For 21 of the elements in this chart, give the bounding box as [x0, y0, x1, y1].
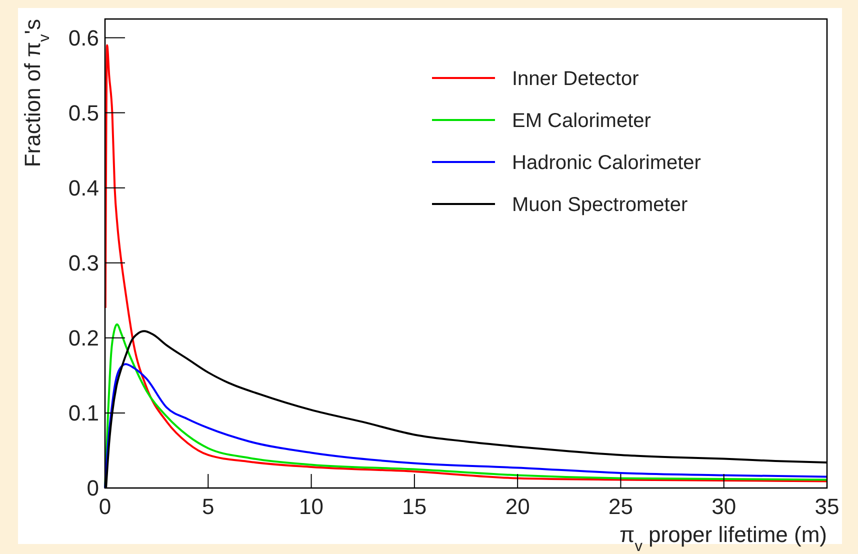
y-tick-label: 0.3	[68, 250, 99, 276]
y-tick-label: 0	[86, 476, 99, 500]
legend-label: Inner Detector	[512, 68, 640, 90]
line-series	[104, 44, 828, 482]
y-tick-label: 0.4	[68, 175, 99, 200]
x-tick-label: 30	[712, 494, 736, 519]
legend-label: Hadronic Calorimeter	[512, 152, 702, 174]
x-axis-title: π$_{v}$ proper lifetime (m)	[620, 522, 827, 554]
y-tick-label: 0.6	[68, 25, 99, 50]
legend-label: Muon Spectrometer	[512, 194, 688, 216]
x-tick-label: 15	[402, 494, 427, 519]
x-tick-label: 10	[299, 494, 324, 519]
legend-label: EM Calorimeter	[512, 110, 652, 132]
line-series	[104, 363, 828, 489]
x-tick-label: 25	[608, 494, 633, 519]
x-tick-label: 35	[814, 494, 840, 519]
x-tick-label: 20	[505, 494, 530, 519]
x-tick-label: 5	[202, 494, 214, 519]
y-tick-label: 0.1	[68, 400, 99, 426]
y-tick-label: 0.2	[68, 325, 99, 350]
y-tick-label: 0.5	[68, 100, 99, 126]
